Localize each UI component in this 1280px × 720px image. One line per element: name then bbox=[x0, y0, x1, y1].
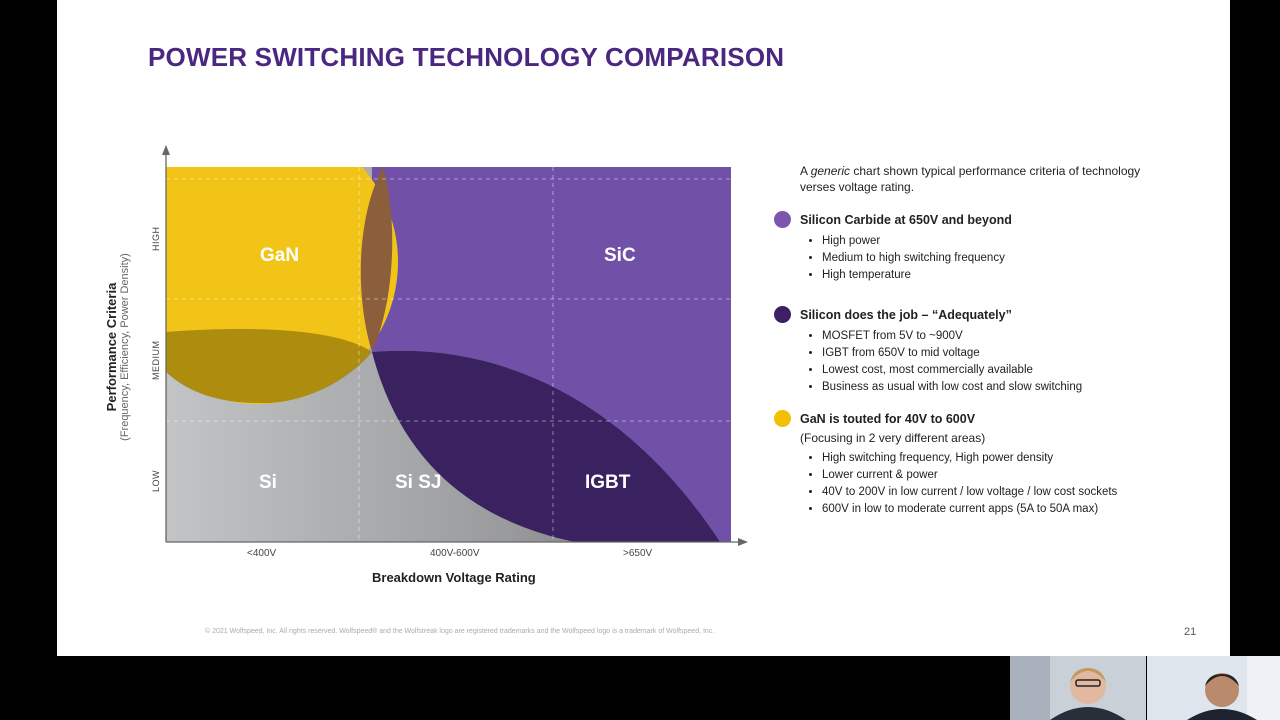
list-item: High switching frequency, High power den… bbox=[822, 450, 1160, 467]
y-tick-high: HIGH bbox=[151, 226, 161, 252]
gan-label: GaN bbox=[260, 245, 300, 266]
list-item: Medium to high switching frequency bbox=[822, 250, 1160, 267]
list-item: High temperature bbox=[822, 267, 1160, 284]
section-heading-text: Silicon Carbide at 650V and beyond bbox=[800, 212, 1012, 227]
person-silhouette-icon bbox=[1010, 656, 1146, 720]
list-item: Lower current & power bbox=[822, 467, 1160, 484]
list-item: Lowest cost, most commercially available bbox=[822, 362, 1160, 379]
y-tick-medium: MEDIUM bbox=[151, 340, 161, 381]
igbt-region bbox=[372, 350, 720, 542]
list-item: 600V in low to moderate current apps (5A… bbox=[822, 501, 1160, 518]
igbt-label: IGBT bbox=[585, 472, 631, 493]
intro-emphasis: generic bbox=[810, 164, 851, 178]
intro-prefix: A bbox=[800, 164, 811, 178]
list-item: High power bbox=[822, 233, 1160, 250]
y-axis-subtitle: (Frequency, Efficiency, Power Density) bbox=[119, 253, 131, 441]
section-heading: GaN is touted for 40V to 600V bbox=[774, 410, 1160, 427]
sic-label: SiC bbox=[604, 245, 636, 266]
si-label: Si bbox=[259, 472, 277, 493]
x-tick-low: <400V bbox=[247, 548, 277, 559]
x-tick-high: >650V bbox=[623, 548, 653, 559]
x-axis-title: Breakdown Voltage Rating bbox=[372, 570, 536, 585]
participant-video-2[interactable] bbox=[1147, 656, 1280, 720]
person-silhouette-icon bbox=[1147, 656, 1280, 720]
list-item: 40V to 200V in low current / low voltage… bbox=[822, 484, 1160, 501]
purple-dot-icon bbox=[774, 211, 791, 228]
page-number: 21 bbox=[1184, 626, 1197, 638]
y-axis-title-block: Performance Criteria (Frequency, Efficie… bbox=[104, 197, 131, 497]
list-item: Business as usual with low cost and slow… bbox=[822, 379, 1160, 396]
gan-sic-overlap bbox=[360, 167, 393, 352]
list-item: IGBT from 650V to mid voltage bbox=[822, 345, 1160, 362]
intro-suffix: chart shown typical performance criteria… bbox=[800, 164, 1141, 194]
gan-si-overlap bbox=[166, 329, 372, 404]
x-tick-mid: 400V-600V bbox=[430, 548, 480, 559]
section-sic: Silicon Carbide at 650V and beyond High … bbox=[774, 211, 1160, 284]
y-axis-title: Performance Criteria bbox=[104, 282, 119, 412]
section-note: (Focusing in 2 very different areas) bbox=[800, 431, 986, 445]
copyright-footer: © 2021 Wolfspeed, Inc. All rights reserv… bbox=[205, 628, 715, 635]
section-heading-text: Silicon does the job – “Adequately” bbox=[800, 307, 1012, 322]
section-gan: GaN is touted for 40V to 600V (Focusing … bbox=[774, 410, 1160, 518]
sisj-label: Si SJ bbox=[395, 472, 442, 493]
section-heading: Silicon does the job – “Adequately” bbox=[774, 306, 1160, 323]
participant-video-1[interactable] bbox=[1010, 656, 1146, 720]
intro-text: A generic chart shown typical performanc… bbox=[800, 163, 1160, 195]
dark-purple-dot-icon bbox=[774, 306, 791, 323]
list-item: MOSFET from 5V to ~900V bbox=[822, 328, 1160, 345]
slide-title: POWER SWITCHING TECHNOLOGY COMPARISON bbox=[148, 42, 785, 72]
y-tick-low: LOW bbox=[151, 469, 161, 492]
section-si: Silicon does the job – “Adequately” MOSF… bbox=[774, 306, 1160, 396]
yellow-dot-icon bbox=[774, 410, 791, 427]
section-heading-text: GaN is touted for 40V to 600V bbox=[800, 411, 976, 426]
sic-region bbox=[372, 167, 731, 542]
section-heading: Silicon Carbide at 650V and beyond bbox=[774, 211, 1160, 228]
info-panel: A generic chart shown typical performanc… bbox=[774, 163, 1160, 532]
